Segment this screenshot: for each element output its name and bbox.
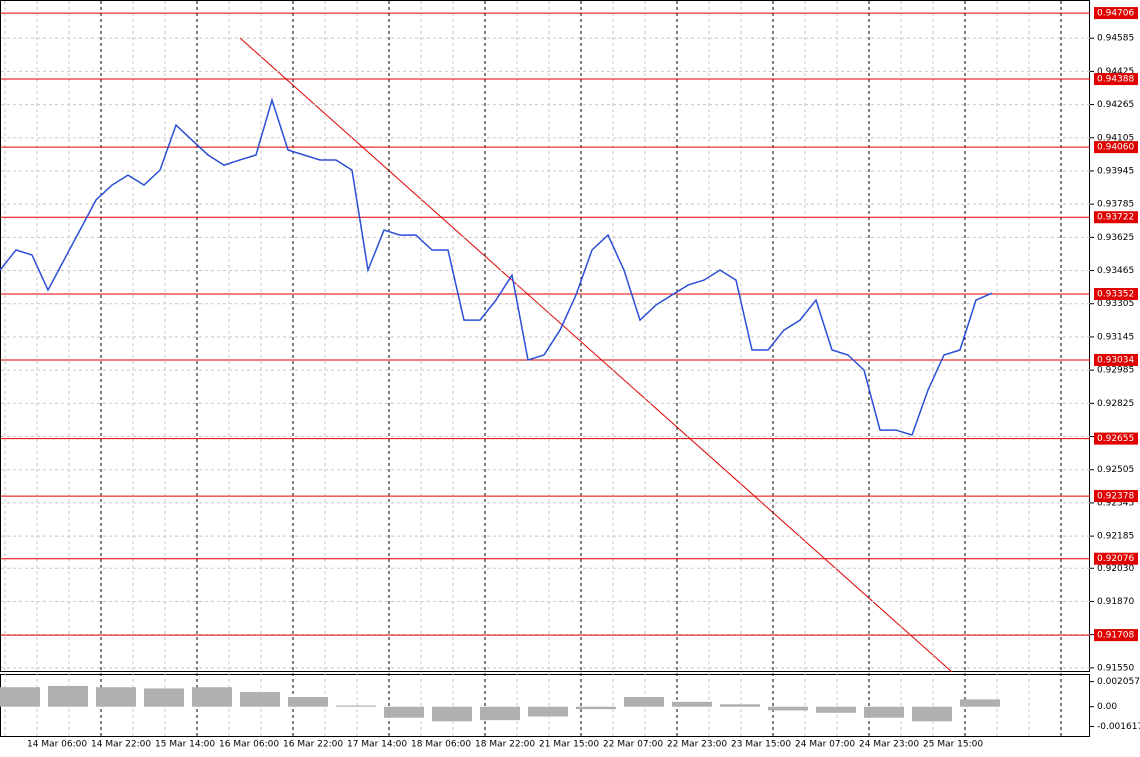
x-tick-label: 24 Mar 07:00: [795, 740, 855, 750]
level-label: 0.93034: [1097, 355, 1134, 365]
y-tick-label: 0.94265: [1097, 100, 1134, 110]
level-label: 0.94388: [1097, 75, 1134, 85]
level-label-box: [1094, 211, 1138, 224]
y-tick-label: 0.93465: [1097, 266, 1134, 276]
level-label-box: [1094, 141, 1138, 154]
y-tick-label: 0.92825: [1097, 399, 1134, 409]
osc-bar: [144, 688, 184, 707]
osc-bar: [192, 687, 232, 707]
level-label: 0.92076: [1097, 554, 1134, 564]
level-label: 0.92655: [1097, 434, 1134, 444]
level-label-box: [1094, 629, 1138, 642]
osc-bar: [432, 706, 472, 722]
x-tick-label: 16 Mar 06:00: [219, 740, 279, 750]
osc-bar: [48, 685, 88, 707]
level-label: 0.93722: [1097, 213, 1134, 223]
main-frame: [0, 0, 1090, 672]
y-tick-label: 0.92185: [1097, 532, 1134, 542]
x-tick-label: 18 Mar 22:00: [475, 740, 535, 750]
y-tick-label: 0.93945: [1097, 166, 1134, 176]
osc-bar: [384, 706, 424, 718]
x-tick-label: 16 Mar 22:00: [283, 740, 343, 750]
y-tick-label: 0.92505: [1097, 465, 1134, 475]
osc-bar: [96, 687, 136, 707]
y-tick-label: 0.94585: [1097, 34, 1134, 44]
x-tick-label: 24 Mar 23:00: [859, 740, 919, 750]
y-tick-label: 0.93145: [1097, 332, 1134, 342]
y-tick-label: 0.93305: [1097, 299, 1134, 309]
level-label-box: [1094, 7, 1138, 20]
y-tick-label: 0.92345: [1097, 498, 1134, 508]
osc-bar: [480, 706, 520, 721]
y-tick-label: 0.00: [1097, 702, 1117, 712]
level-label-box: [1094, 353, 1138, 366]
osc-bar: [288, 696, 328, 707]
y-tick-label: 0.92985: [1097, 366, 1134, 376]
level-label: 0.92378: [1097, 492, 1134, 502]
x-tick-label: 14 Mar 22:00: [91, 740, 151, 750]
x-tick-label: 22 Mar 23:00: [667, 740, 727, 750]
level-label-box: [1094, 73, 1138, 86]
level-label-box: [1094, 432, 1138, 445]
osc-bar: [816, 706, 856, 713]
osc-bar: [960, 699, 1000, 707]
level-label: 0.94060: [1097, 143, 1134, 153]
x-tick-label: 22 Mar 07:00: [603, 740, 663, 750]
x-tick-label: 23 Mar 15:00: [731, 740, 791, 750]
y-tick-label: 0.91870: [1097, 597, 1134, 607]
x-tick-label: 21 Mar 15:00: [539, 740, 599, 750]
x-tick-label: 25 Mar 15:00: [923, 740, 983, 750]
osc-bar: [576, 706, 616, 710]
level-label: 0.94706: [1097, 9, 1134, 19]
y-tick-label: 0.91550: [1097, 663, 1134, 673]
trend-line: [239, 37, 953, 673]
x-tick-label: 15 Mar 14:00: [155, 740, 215, 750]
osc-bar: [864, 706, 904, 718]
osc-bar: [336, 705, 376, 707]
price-line: [0, 97, 993, 436]
y-tick-label: 0.94105: [1097, 133, 1134, 143]
x-tick-label: 18 Mar 06:00: [411, 740, 471, 750]
x-tick-label: 14 Mar 06:00: [27, 740, 87, 750]
level-label-box: [1094, 490, 1138, 503]
level-label-box: [1094, 552, 1138, 565]
osc-bar: [528, 706, 568, 717]
y-tick-label: 0.92030: [1097, 564, 1134, 574]
y-tick-label: 0.94425: [1097, 67, 1134, 77]
osc-bar: [768, 706, 808, 711]
level-label: 0.91708: [1097, 631, 1134, 641]
x-tick-label: 17 Mar 14:00: [347, 740, 407, 750]
osc-bar: [672, 701, 712, 707]
osc-bar: [912, 706, 952, 722]
y-tick-label: 0.93785: [1097, 200, 1134, 210]
osc-bar: [720, 704, 760, 707]
y-tick-label: -0.001617: [1097, 722, 1140, 732]
y-tick-label: 0.002057: [1097, 677, 1140, 687]
level-label-box: [1094, 287, 1138, 300]
level-label: 0.93352: [1097, 289, 1134, 299]
osc-bar: [624, 696, 664, 707]
osc-bar: [0, 687, 40, 707]
osc-bar: [240, 692, 280, 707]
y-tick-label: 0.93625: [1097, 233, 1134, 243]
